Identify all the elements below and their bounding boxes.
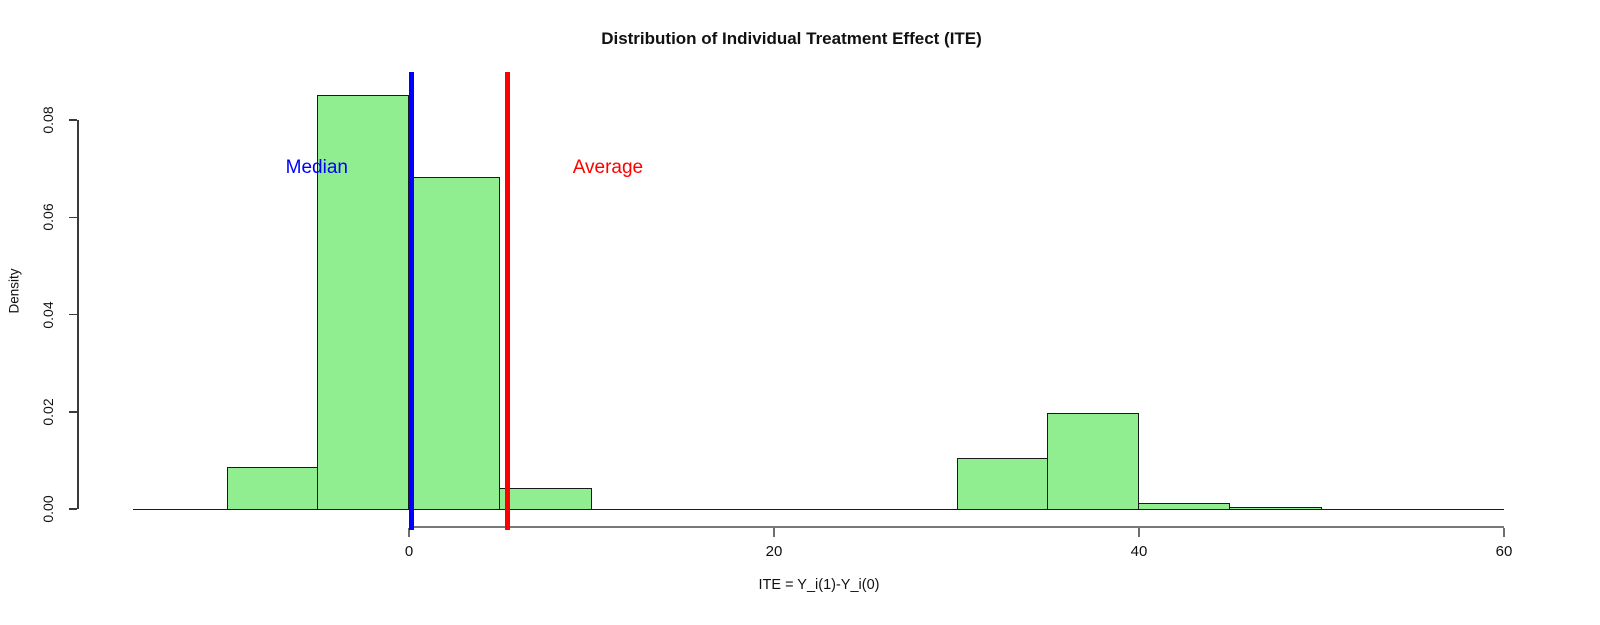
y-tick (69, 411, 77, 413)
x-tick (1138, 528, 1140, 537)
histogram-bar (499, 488, 592, 510)
y-tick-label: 0.06 (40, 203, 56, 231)
chart-title: Distribution of Individual Treatment Eff… (601, 29, 982, 48)
histogram-bar (226, 467, 318, 510)
histogram-bar (1046, 413, 1139, 510)
y-tick-label: 0.08 (40, 106, 56, 134)
zero-baseline (133, 509, 1504, 511)
average-label: Average (572, 157, 644, 179)
histogram-bar (408, 176, 501, 510)
y-axis-line (77, 120, 79, 509)
histogram-bar (956, 457, 1048, 510)
y-tick (69, 119, 77, 121)
y-axis-label: Density (6, 268, 22, 314)
y-tick-label: 0.02 (40, 398, 56, 426)
y-tick-label: 0.00 (40, 495, 56, 523)
x-tick-label: 60 (1495, 543, 1513, 560)
histogram-bar (316, 95, 409, 510)
median-line (409, 72, 415, 530)
average-line (505, 72, 511, 530)
x-tick-label: 40 (1130, 543, 1148, 560)
y-tick (69, 508, 77, 510)
y-tick (69, 313, 77, 316)
y-tick-label: 0.04 (40, 300, 56, 329)
x-tick-label: 20 (765, 543, 783, 560)
x-tick (408, 528, 410, 537)
y-tick (69, 216, 77, 218)
median-label: Median (285, 157, 348, 179)
x-tick (773, 528, 775, 537)
x-tick-label: 0 (404, 543, 414, 560)
x-tick (1503, 528, 1505, 537)
x-axis-label: ITE = Y_i(1)-Y_i(0) (758, 577, 880, 593)
x-axis-line (409, 526, 1504, 528)
